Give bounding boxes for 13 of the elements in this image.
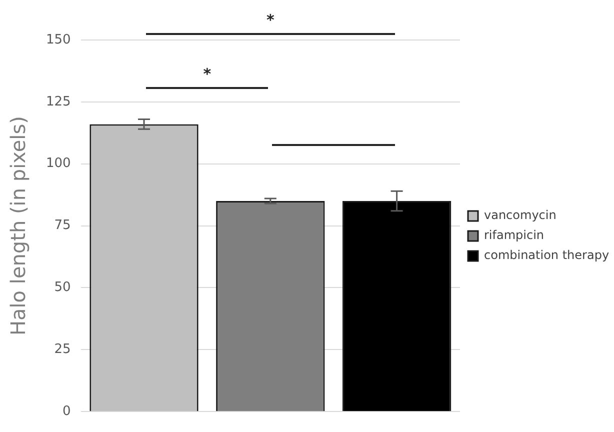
legend-label: rifampicin [484, 228, 544, 242]
legend-label: vancomycin [484, 208, 556, 222]
legend-label: combination therapy [484, 248, 610, 262]
text: * [266, 10, 274, 29]
y-tick-label: 100 [46, 156, 71, 172]
y-tick-label: 125 [46, 94, 71, 110]
y-tick-label: 50 [54, 280, 71, 296]
y-tick-label: 0 [62, 404, 71, 419]
y-tick-label: 150 [46, 32, 71, 48]
y-tick-label: 75 [54, 218, 71, 234]
y-tick-label: 25 [54, 342, 71, 358]
annotation: * [203, 65, 212, 84]
y-axis-title: Halo length (in pixels) [6, 116, 30, 336]
